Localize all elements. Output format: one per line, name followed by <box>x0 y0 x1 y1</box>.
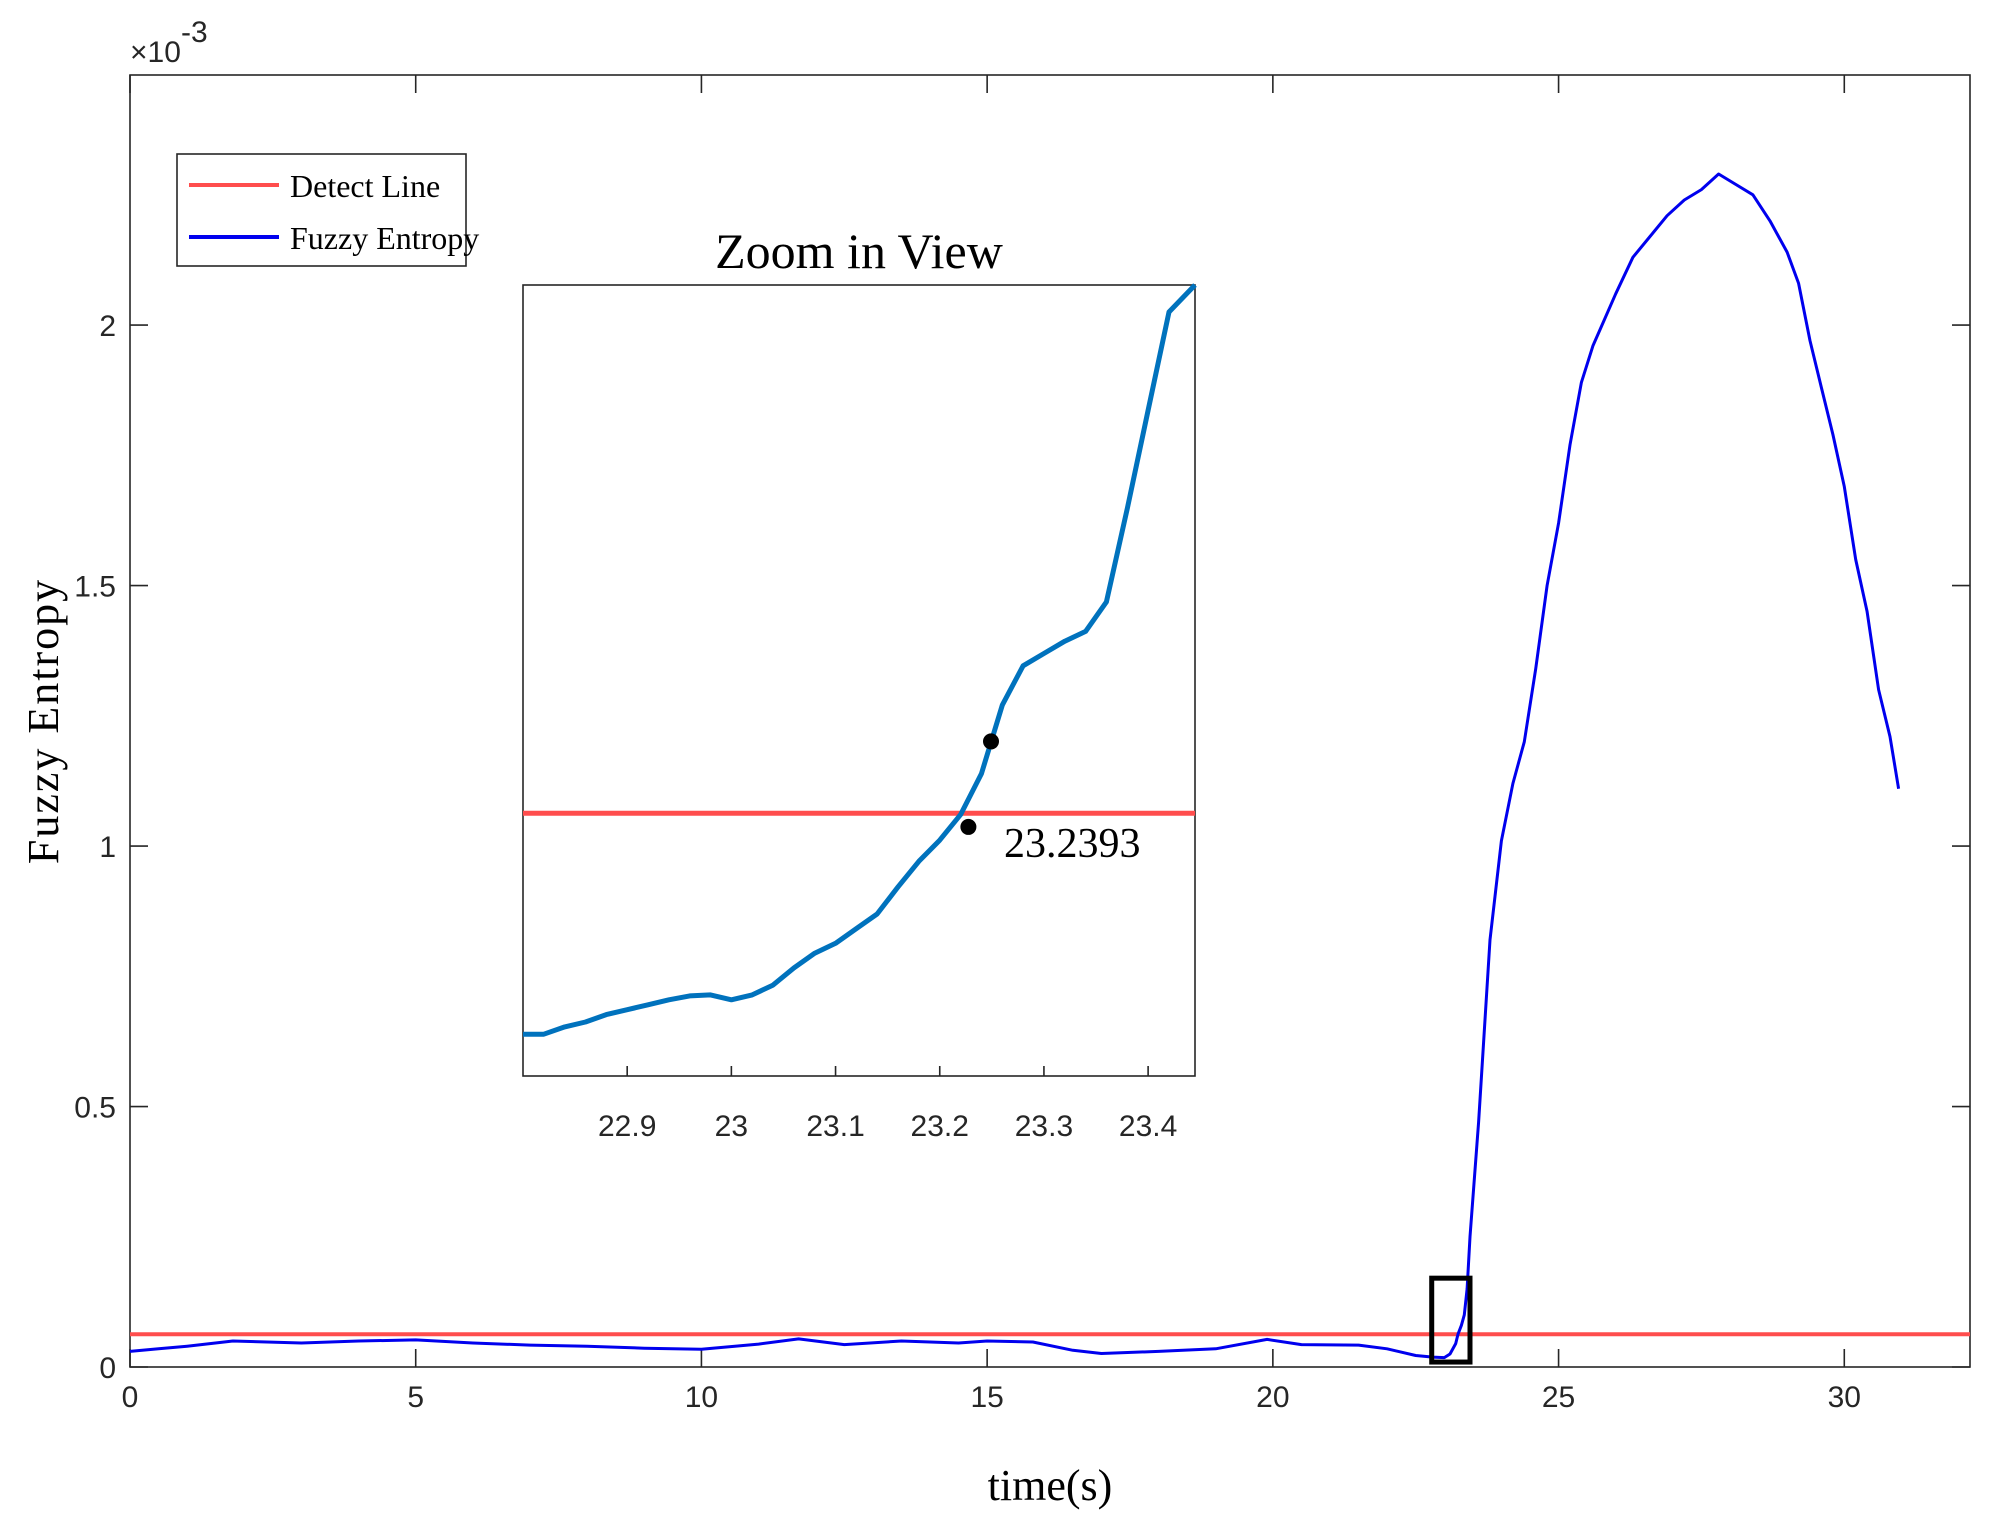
x-tick-label: 25 <box>1542 1381 1575 1414</box>
x-axis-label: time(s) <box>988 1461 1113 1510</box>
legend-box <box>176 153 467 267</box>
legend-label-fuzzy-entropy: Fuzzy Entropy <box>290 220 479 256</box>
y-tick-label: 2 <box>99 310 116 343</box>
main-tick-group: 0 5 10 15 20 25 30 0 0.5 1 1.5 2 <box>74 75 1970 1414</box>
y-tick-label: 1 <box>99 831 116 864</box>
y-tick-label: 0.5 <box>74 1092 116 1125</box>
y-tick-label: 1.5 <box>74 571 116 604</box>
x-tick-label: 0 <box>122 1381 139 1414</box>
inset-x-tick-label: 23.1 <box>806 1110 864 1143</box>
inset-annotation: 23.2393 <box>1004 821 1141 867</box>
y-axis-label: Fuzzy Entropy <box>19 578 68 864</box>
x-tick-label: 30 <box>1828 1381 1861 1414</box>
inset-title: Zoom in View <box>715 223 1003 279</box>
fuzzy-entropy-line <box>129 172 1901 1360</box>
legend: Detect Line Fuzzy Entropy <box>176 153 479 267</box>
inset-series-group <box>523 283 1197 1037</box>
main-series-group <box>129 172 1970 1365</box>
inset-x-tick-label: 23 <box>715 1110 748 1143</box>
y-tick-label: 0 <box>99 1352 116 1385</box>
inset-marker-point <box>983 733 1000 750</box>
inset-plot-area <box>522 284 1196 1077</box>
x-tick-label: 20 <box>1256 1381 1289 1414</box>
inset-x-tick-label: 23.2 <box>911 1110 969 1143</box>
inset-fuzzy-entropy-line <box>523 283 1197 1037</box>
y-exponent-base: ×10 <box>130 36 181 69</box>
inset-x-tick-label: 22.9 <box>598 1110 656 1143</box>
y-exponent-power: -3 <box>181 16 208 49</box>
inset-x-tick-label: 23.4 <box>1119 1110 1177 1143</box>
x-tick-label: 10 <box>685 1381 718 1414</box>
inset-tick-group: 22.9 23 23.1 23.2 23.3 23.4 <box>598 1066 1177 1143</box>
zoom-region-box <box>1429 1275 1473 1365</box>
inset-x-tick-label: 23.3 <box>1015 1110 1073 1143</box>
inset-marker-point <box>960 818 977 835</box>
x-tick-label: 15 <box>970 1381 1003 1414</box>
x-tick-label: 5 <box>407 1381 424 1414</box>
legend-label-detect-line: Detect Line <box>290 168 440 204</box>
